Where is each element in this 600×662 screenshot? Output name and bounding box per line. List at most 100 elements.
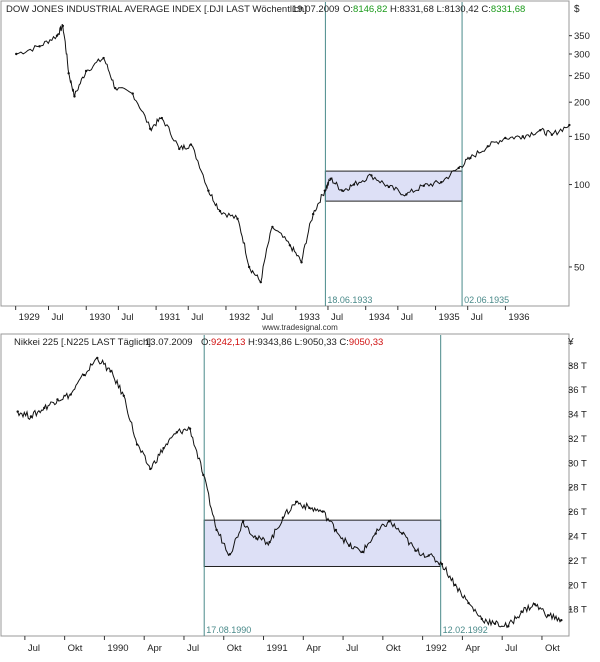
- nikkei-data-point: [82, 373, 86, 377]
- nikkei-data-point: [228, 553, 232, 556]
- nikkei-data-point: [440, 562, 444, 566]
- nikkei-range-box: [203, 519, 442, 567]
- dow-title: DOW JONES INDUSTRIAL AVERAGE INDEX [.DJI…: [6, 4, 307, 15]
- nikkei-y-tick-label: 22 T: [568, 556, 587, 567]
- dow-data-point: [341, 189, 344, 192]
- dow-data-point: [387, 185, 391, 189]
- dow-y-tick-label: 50: [574, 262, 585, 273]
- nikkei-x-tick-label: Jul: [187, 643, 199, 654]
- nikkei-x-tick-label: 1991: [267, 643, 288, 654]
- dow-price-line: [16, 24, 570, 284]
- dow-range-box: [324, 170, 463, 202]
- nikkei-data-point: [149, 467, 152, 471]
- dow-x-tick-label: Jul: [52, 312, 64, 323]
- nikkei-currency-symbol: ¥: [567, 337, 574, 348]
- nikkei-x-tick-label: 1992: [426, 643, 447, 654]
- dow-x-tick-label: Jul: [191, 312, 203, 323]
- nikkei-data-point: [122, 394, 125, 397]
- dow-data-point: [329, 177, 332, 180]
- dow-data-point: [288, 244, 292, 247]
- dow-data-point: [469, 156, 472, 160]
- dow-data-point: [189, 143, 193, 146]
- dow-x-tick-label: Jul: [401, 312, 413, 323]
- dow-data-point: [84, 69, 88, 73]
- dow-jones-chart: 18.06.1933 02.06.1935 50 100 150 200 250 300 35…: [0, 0, 590, 323]
- dow-x-tick-label: 1929: [19, 312, 40, 323]
- dow-data-point: [300, 261, 303, 264]
- nikkei-data-point: [374, 532, 377, 535]
- nikkei-data-point: [454, 583, 457, 586]
- dow-data-point: [218, 209, 222, 213]
- dow-data-point: [504, 136, 507, 140]
- dow-x-tick-label: 1930: [89, 312, 110, 323]
- nikkei-x-tick-label: Apr: [147, 643, 162, 654]
- nikkei-x-tick-label: Okt: [227, 643, 242, 654]
- dow-data-point: [568, 123, 571, 127]
- dow-data-point: [55, 34, 59, 37]
- dow-data-point: [236, 217, 239, 220]
- nikkei-data-point: [321, 510, 324, 513]
- nikkei-chart: 17.08.1990 12.02.1992 18 T 20 T 22 T 24 T 26 …: [0, 333, 587, 654]
- nikkei-data-point: [281, 516, 285, 519]
- dow-x-tick-label: 1936: [508, 312, 529, 323]
- nikkei-data-point: [109, 370, 112, 373]
- dow-data-point: [259, 280, 262, 284]
- nikkei-data-point: [43, 406, 46, 410]
- dow-data-point: [247, 265, 251, 269]
- nikkei-data-point: [135, 443, 139, 446]
- nikkei-data-point: [96, 356, 99, 360]
- nikkei-price-line: [17, 357, 562, 629]
- nikkei-x-tick-label: Apr: [465, 643, 480, 654]
- nikkei-data-point: [16, 410, 19, 413]
- nikkei-data-point: [29, 415, 33, 418]
- nikkei-y-tick-label: 32 T: [568, 434, 587, 445]
- nikkei-data-point: [533, 603, 536, 606]
- nikkei-marker-label: 12.02.1992: [443, 625, 488, 635]
- nikkei-data-point: [467, 601, 470, 605]
- nikkei-x-tick-label: Apr: [306, 643, 321, 654]
- nikkei-data-point: [215, 528, 218, 532]
- nikkei-data-point: [520, 610, 523, 613]
- dow-data-point: [102, 56, 105, 60]
- dow-data-point: [131, 92, 134, 95]
- nikkei-data-point: [507, 625, 510, 628]
- dow-y-tick-label: 300: [574, 49, 590, 60]
- dow-data-point: [15, 52, 18, 56]
- nikkei-y-tick-label: 24 T: [568, 532, 587, 543]
- nikkei-marker-label: 17.08.1990: [206, 625, 251, 635]
- nikkei-data-point: [334, 528, 338, 532]
- dow-data-point: [207, 189, 210, 192]
- nikkei-data-point: [546, 614, 550, 617]
- dow-plot-frame: [0, 0, 570, 307]
- dow-data-point: [73, 95, 76, 98]
- dow-y-tick-label: 200: [574, 98, 590, 109]
- nikkei-data-point: [347, 544, 351, 547]
- dow-x-tick-label: Jul: [121, 312, 133, 323]
- nikkei-data-point: [69, 393, 72, 396]
- dow-date: 19.07.2009: [292, 4, 340, 15]
- nikkei-data-point: [493, 622, 497, 626]
- dow-x-tick-label: 1935: [439, 312, 460, 323]
- dow-data-point: [114, 86, 117, 90]
- dow-data-point: [457, 166, 460, 170]
- dow-data-point: [61, 24, 65, 28]
- dow-data-point: [67, 72, 70, 75]
- nikkei-y-tick-label: 26 T: [568, 507, 587, 518]
- nikkei-data-point: [387, 520, 391, 523]
- dow-x-tick-label: Jul: [331, 312, 343, 323]
- dow-data-point: [370, 174, 373, 177]
- dow-data-point: [352, 183, 356, 186]
- dow-currency-symbol: $: [574, 4, 580, 15]
- nikkei-data-point: [255, 537, 258, 540]
- nikkei-data-point: [202, 473, 205, 477]
- dow-y-tick-label: 100: [574, 180, 590, 191]
- nikkei-data-point: [188, 427, 192, 430]
- nikkei-ohlc-readout: O:9242,13 H:9343,86 L:9050,33 C:9050,33: [201, 337, 383, 348]
- nikkei-data-point: [560, 618, 563, 622]
- nikkei-data-point: [268, 540, 271, 544]
- nikkei-data-point: [361, 550, 364, 554]
- dow-y-tick-label: 150: [574, 132, 590, 143]
- nikkei-title: Nikkei 225 [.N225 LAST Täglich]: [14, 337, 151, 348]
- nikkei-x-tick-label: Okt: [68, 643, 83, 654]
- nikkei-data-point: [480, 617, 483, 621]
